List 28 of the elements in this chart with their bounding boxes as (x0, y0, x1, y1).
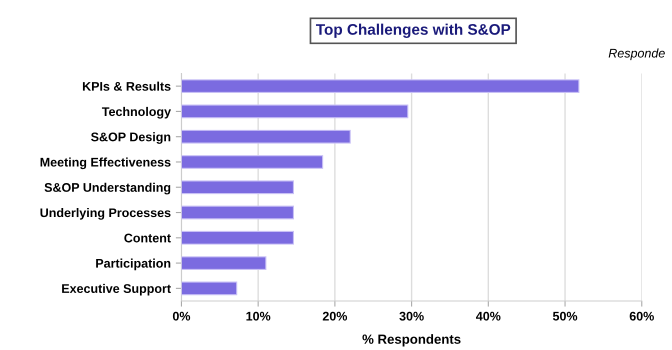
bar (181, 206, 294, 220)
y-tick-label: S&OP Understanding (44, 182, 170, 194)
y-tick-label: Technology (102, 106, 171, 119)
bar (181, 281, 238, 296)
y-tick-label: KPIs & Results (82, 82, 171, 91)
x-tick-label: 50% (552, 312, 578, 321)
y-tick-label: Meeting Effectiveness (40, 157, 171, 170)
y-tick-label: Content (124, 234, 171, 242)
chart-title: Top Challenges with S&OP (316, 24, 510, 38)
x-tick-label: 40% (476, 312, 500, 321)
bar (181, 130, 351, 144)
text: Responde (608, 48, 665, 60)
y-tick-label: Executive Support (62, 284, 171, 296)
y-tick-label: S&OP Design (91, 132, 170, 144)
x-tick-label: 20% (322, 312, 348, 321)
x-tick-label: 10% (246, 312, 270, 321)
x-tick-label: 0% (172, 312, 190, 321)
bar (181, 180, 294, 194)
bar (181, 155, 324, 169)
bar (181, 104, 408, 118)
x-tick-label: 60% (630, 312, 654, 321)
bar (181, 79, 580, 94)
x-axis-title: % Respondents (362, 334, 461, 346)
bar (181, 256, 266, 270)
x-tick-label: 30% (399, 312, 424, 321)
y-tick-label: Participation (96, 258, 170, 270)
bar (181, 230, 294, 245)
y-tick-label: Underlying Processes (40, 208, 171, 220)
